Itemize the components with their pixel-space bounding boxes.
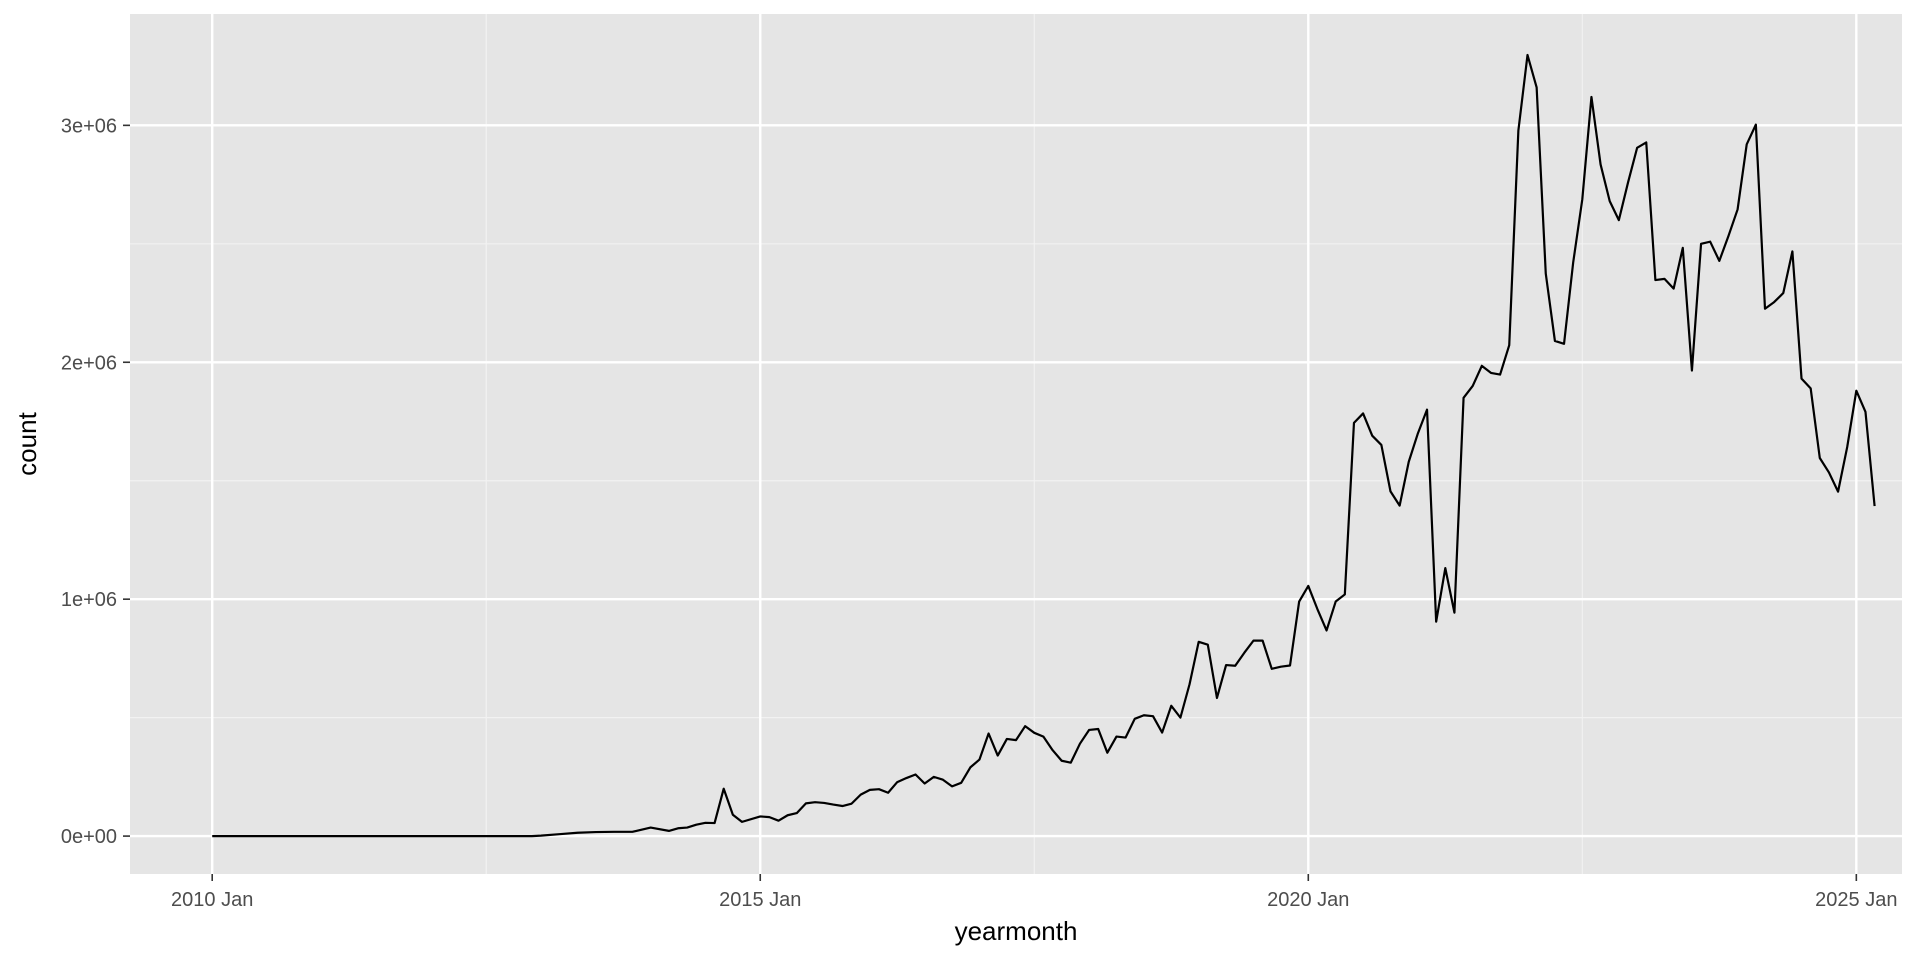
series-line [212, 53, 1876, 838]
y-axis-ticks: 0e+00 1e+06 2e+06 3e+06 [61, 115, 130, 848]
y-tick-label: 0e+00 [61, 826, 117, 848]
y-axis-title: count [12, 411, 42, 475]
y-tick-label: 1e+06 [61, 589, 117, 611]
y-tick-label: 3e+06 [61, 115, 117, 137]
plot-panel [130, 14, 1902, 874]
x-tick-label: 2015 Jan [719, 889, 801, 911]
x-tick-label: 2020 Jan [1267, 889, 1349, 911]
x-tick-label: 2025 Jan [1815, 889, 1897, 911]
x-tick-label: 2010 Jan [171, 889, 253, 911]
x-axis-ticks: 2010 Jan 2015 Jan 2020 Jan 2025 Jan [171, 874, 1897, 911]
minor-gridlines [130, 14, 1902, 874]
x-axis-title: yearmonth [955, 916, 1078, 946]
y-tick-label: 2e+06 [61, 352, 117, 374]
